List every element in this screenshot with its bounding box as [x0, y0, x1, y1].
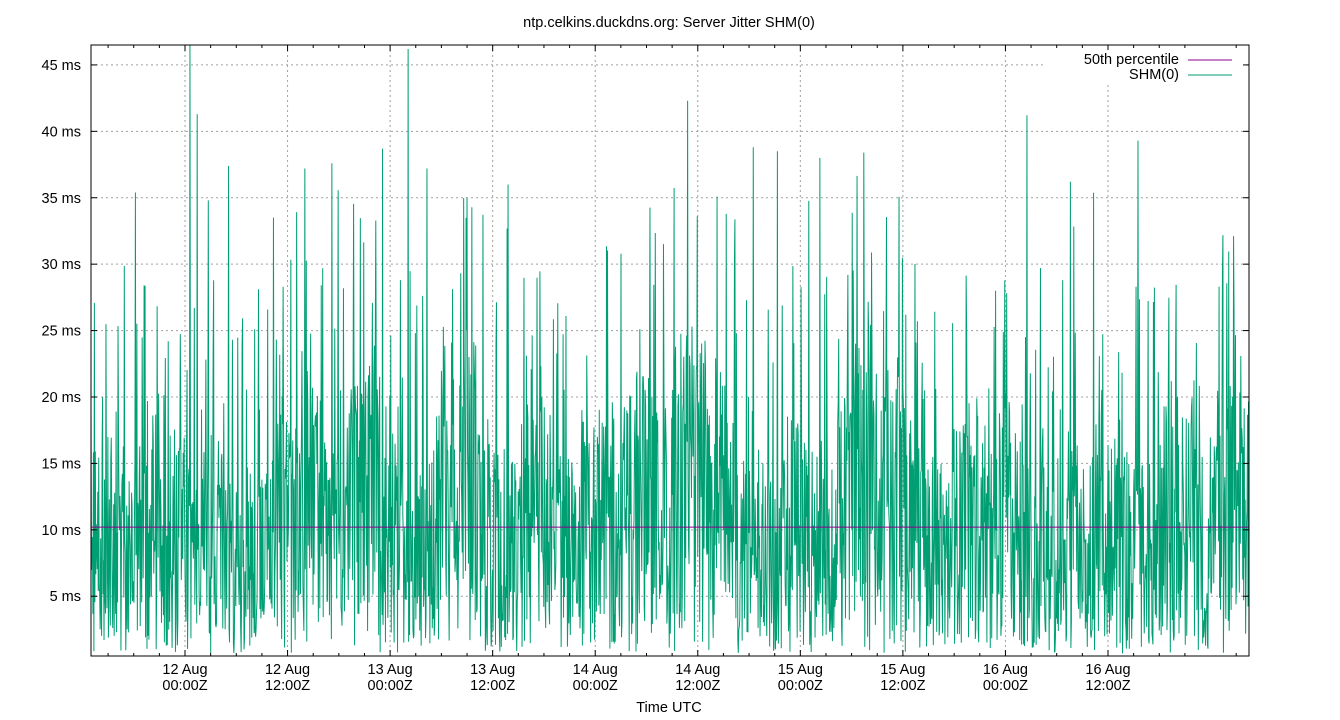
- x-tick-label: 00:00Z: [778, 678, 823, 694]
- x-tick-label: 00:00Z: [368, 678, 413, 694]
- x-tick-label: 12:00Z: [1085, 678, 1130, 694]
- x-tick-label: 12 Aug: [265, 662, 310, 678]
- y-tick-label: 35 ms: [42, 191, 82, 207]
- x-tick-label: 00:00Z: [983, 678, 1028, 694]
- series-shm0-line: [90, 44, 1250, 654]
- x-tick-label: 16 Aug: [983, 662, 1028, 678]
- legend: 50th percentile SHM(0): [1043, 50, 1243, 84]
- x-tick-label: 12 Aug: [162, 662, 207, 678]
- legend-label-50th-percentile: 50th percentile: [1084, 52, 1179, 68]
- y-tick-label: 5 ms: [50, 589, 81, 605]
- x-tick-label: 12:00Z: [675, 678, 720, 694]
- y-tick-label: 25 ms: [42, 324, 82, 340]
- axes: 5 ms 10 ms 15 ms 20 ms 25 ms 30 ms 35 ms 40 ms 4…: [42, 45, 1249, 694]
- plot-frame: [90, 44, 1250, 657]
- y-tick-label: 10 ms: [42, 523, 82, 539]
- x-tick-label: 00:00Z: [573, 678, 618, 694]
- x-tick-label: 15 Aug: [880, 662, 925, 678]
- x-tick-label: 13 Aug: [368, 662, 413, 678]
- x-tick-label: 14 Aug: [675, 662, 720, 678]
- x-tick-label: 14 Aug: [573, 662, 618, 678]
- y-tick-label: 15 ms: [42, 456, 82, 472]
- y-tick-label: 20 ms: [42, 390, 82, 406]
- x-tick-label: 12:00Z: [470, 678, 515, 694]
- y-tick-label: 30 ms: [42, 257, 82, 273]
- x-axis-label: Time UTC: [636, 700, 702, 716]
- y-tick-label: 45 ms: [42, 58, 82, 74]
- x-tick-label: 12:00Z: [880, 678, 925, 694]
- x-tick-label: 15 Aug: [778, 662, 823, 678]
- x-tick-label: 13 Aug: [470, 662, 515, 678]
- grid: [91, 45, 1249, 656]
- chart-title: ntp.celkins.duckdns.org: Server Jitter S…: [523, 15, 815, 31]
- y-tick-label: 40 ms: [42, 124, 82, 140]
- x-tick-label: 00:00Z: [162, 678, 207, 694]
- x-tick-label: 12:00Z: [265, 678, 310, 694]
- legend-label-shm0: SHM(0): [1129, 67, 1179, 83]
- plot-area: [90, 44, 1250, 654]
- x-tick-label: 16 Aug: [1085, 662, 1130, 678]
